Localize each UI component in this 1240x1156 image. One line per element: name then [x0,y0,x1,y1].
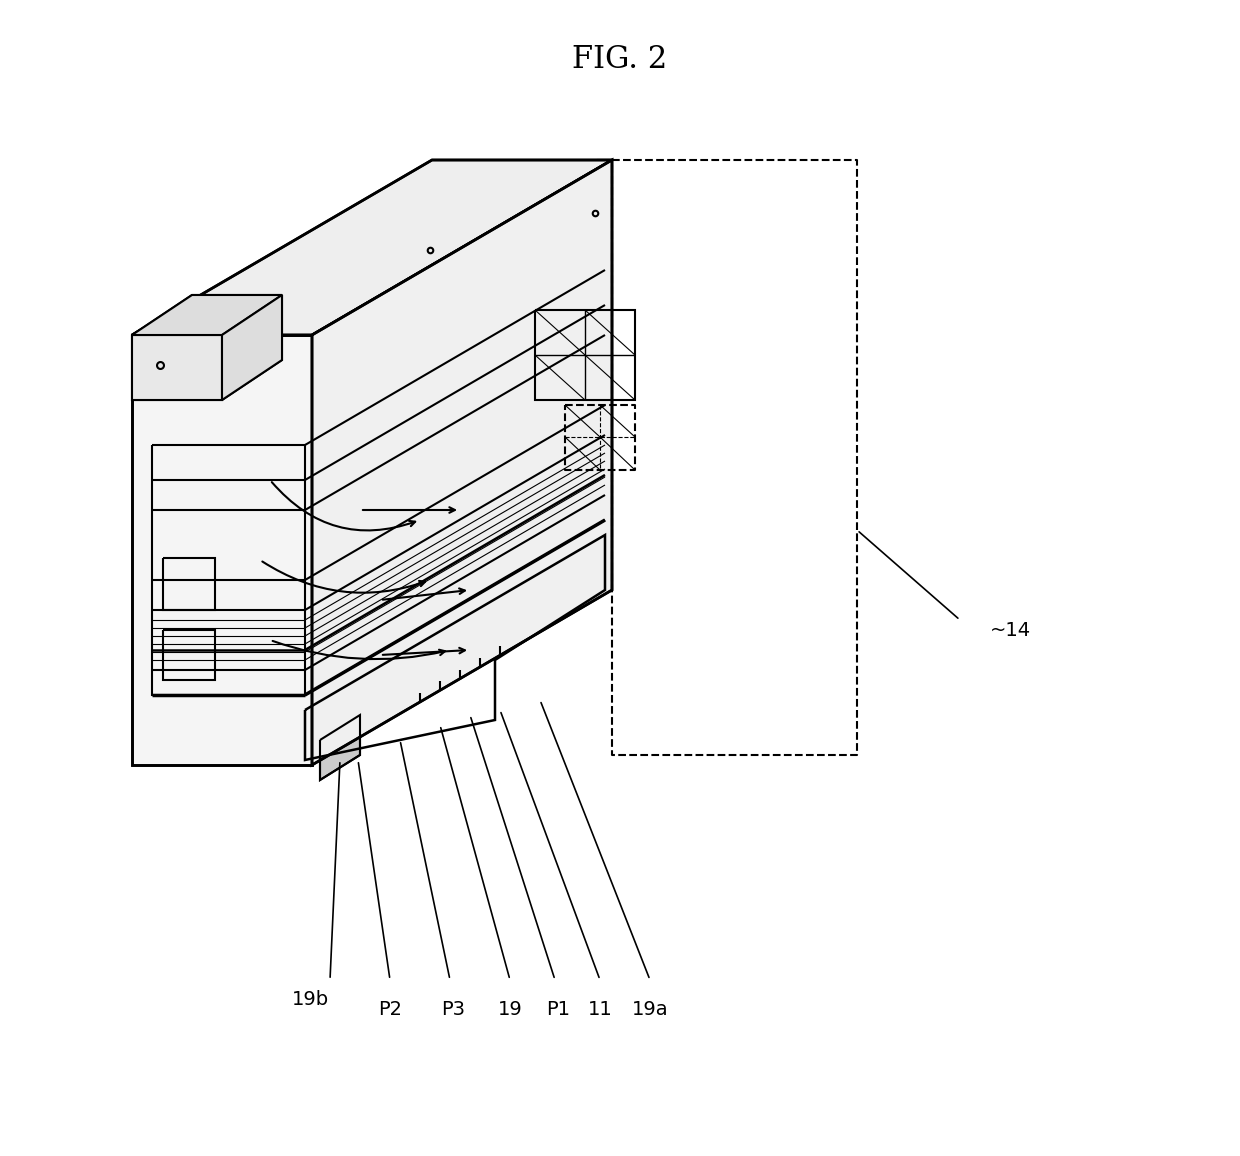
Text: P1: P1 [546,1000,570,1018]
Text: 19: 19 [497,1000,522,1018]
Text: FIG. 2: FIG. 2 [573,44,667,75]
Text: 11: 11 [588,1000,613,1018]
Polygon shape [312,160,613,765]
Polygon shape [222,295,281,400]
Text: 19b: 19b [291,990,329,1009]
Text: 19a: 19a [631,1000,668,1018]
Polygon shape [131,335,222,400]
Text: ~14: ~14 [990,621,1032,639]
Polygon shape [131,160,613,335]
Polygon shape [131,295,281,335]
Polygon shape [320,716,360,780]
Polygon shape [131,335,312,765]
Text: P2: P2 [378,1000,402,1018]
Text: P3: P3 [441,1000,465,1018]
Polygon shape [598,160,610,590]
